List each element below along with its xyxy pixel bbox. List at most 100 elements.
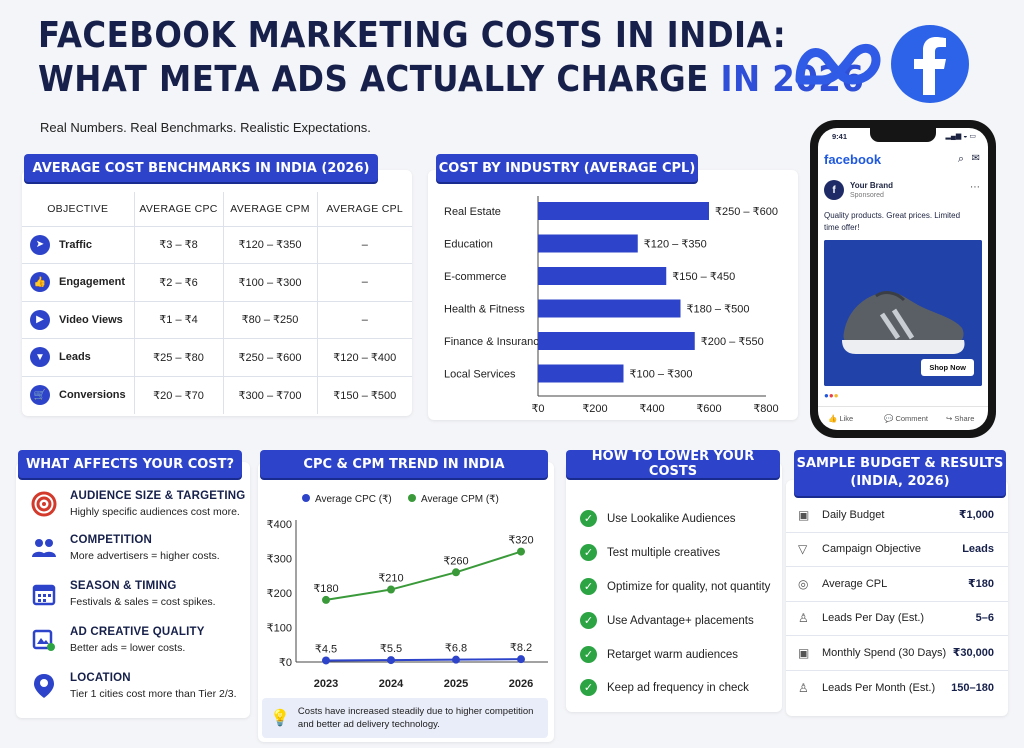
shop-now-button[interactable]: Shop Now [921,359,974,376]
data-label: ₹320 [508,535,533,547]
trend-note-box: 💡 Costs have increased steadily due to h… [262,698,548,738]
trend-title: CPC & CPM TREND IN INDIA [260,450,548,478]
column-header: AVERAGE CPL [317,192,412,227]
objective-cell: 🛒 Conversions [22,376,135,414]
cpc-cell: ₹2 – ₹6 [134,263,224,302]
share-button[interactable]: ↪ Share [946,414,975,423]
industry-title: COST BY INDUSTRY (AVERAGE CPL) [436,154,698,182]
search-icon[interactable]: ⌕ [957,153,964,165]
data-label: ₹210 [378,573,403,585]
affects-title: WHAT AFFECTS YOUR COST? [18,450,242,478]
like-button[interactable]: 👍 Like [828,414,854,423]
cpm-cell: ₹120 – ₹350 [223,226,318,264]
affect-text: Highly specific audiences cost more. [70,506,240,518]
affect-item: AD CREATIVE QUALITY Better ads = lower co… [30,626,205,654]
budget-row: ◎ Average CPL ₹180 [786,567,1008,602]
cpl-cell: – [317,263,412,302]
wallet-icon: ▣ [798,507,810,522]
page-title: FACEBOOK MARKETING COSTS IN INDIA: WHAT … [38,14,864,102]
brand-avatar[interactable]: f [824,180,844,200]
bar [538,267,667,285]
budget-card: ▣ Daily Budget ₹1,000 ▽ Campaign Objective L… [786,480,1008,716]
benchmarks-table: OBJECTIVE AVERAGE CPC AVERAGE CPM AVERAG… [22,192,412,414]
y-tick-label: ₹100 [267,623,292,635]
category-label: Education [444,239,493,251]
cart-icon: 🛒 [30,385,50,405]
benchmarks-title: AVERAGE COST BENCHMARKS IN INDIA (2026) [24,154,378,182]
funnel-icon: ▽ [798,542,808,557]
objective-cell: ➤ Traffic [22,226,135,264]
affect-item: SEASON & TIMING Festivals & sales = cost … [30,580,216,608]
x-tick-label: 2023 [314,678,338,690]
bar [538,234,638,253]
legend-marker [302,494,310,502]
data-point [322,595,330,604]
phone-screen: 9:41 ▂▄▆ ◒ ▭ facebook ⌕ ✉ f Your Brand S… [818,128,988,430]
budget-title: SAMPLE BUDGET & RESULTS (INDIA, 2026) [794,450,1006,496]
objective-cell: ▶ Video Views [22,301,135,339]
tip-item: ✓ Test multiple creatives [580,544,720,561]
y-tick-label: ₹200 [267,588,292,600]
data-point [452,655,460,664]
check-icon: ✓ [580,612,597,629]
objective-cell: 👍 Engagement [22,263,135,302]
lightbulb-icon: 💡 [270,710,290,727]
data-point [387,656,395,665]
cpm-cell: ₹80 – ₹250 [223,301,318,339]
cpc-cell: ₹20 – ₹70 [134,376,224,414]
affect-heading: LOCATION [70,672,131,684]
meta-logo-icon [795,43,881,85]
x-tick-label: ₹200 [582,403,607,415]
title-line-2: WHAT META ADS ACTUALLY CHARGE IN 2026 [38,59,865,100]
y-tick-label: ₹400 [267,519,292,531]
affect-text: Better ads = lower costs. [70,642,186,654]
category-label: Health & Fitness [444,304,525,316]
data-point [517,547,525,556]
budget-row: ♙ Leads Per Month (Est.) 150–180 [798,680,994,695]
category-label: E-commerce [444,271,506,283]
tips-card: ✓ Use Lookalike Audiences ✓ Test multiple … [566,462,782,712]
creative-icon [30,626,58,654]
cpm-cell: ₹300 – ₹700 [223,376,318,414]
play-icon: ▶ [30,309,50,330]
legend-marker [408,494,416,502]
divider [818,406,988,407]
facebook-logo-icon [891,25,969,103]
cpl-cell: – [317,226,412,264]
messenger-icon[interactable]: ✉ [971,153,980,164]
funnel-icon: ▼ [30,347,50,368]
tip-item: ✓ Optimize for quality, not quantity [580,578,770,595]
trend-chart: Average CPC (₹) Average CPM (₹) ₹0 ₹100 ₹200… [267,494,548,690]
ad-image[interactable]: Shop Now [824,240,982,386]
budget-row: ▣ Monthly Spend (30 Days) ₹30,000 [786,636,1008,671]
brand-name[interactable]: Your Brand [850,181,893,190]
data-label: ₹5.5 [380,643,402,655]
cpc-cell: ₹25 – ₹80 [134,338,224,377]
category-label: Real Estate [444,206,501,218]
legend-label: Average CPC (₹) [315,494,392,505]
bar [538,299,681,318]
series-line [325,550,522,601]
trend-note: Costs have increased steadily due to hig… [297,706,534,730]
affect-item: AUDIENCE SIZE & TARGETING Highly specific… [30,490,245,518]
x-tick-label: 2024 [379,678,404,690]
table-row: ▼ Leads ₹25 – ₹80 ₹250 – ₹600 ₹120 – ₹400 [22,338,412,377]
data-point [387,585,395,594]
status-time: 9:41 [832,132,848,141]
tip-item: ✓ Use Lookalike Audiences [580,510,736,527]
industry-card: Real Estate ₹250 – ₹600 Education ₹120 – ₹3… [428,170,798,420]
data-label: ₹100 – ₹300 [630,369,693,381]
calendar-icon [30,580,58,608]
data-point [517,655,525,664]
title-line-1: FACEBOOK MARKETING COSTS IN INDIA: [38,15,787,56]
comment-button[interactable]: 💬 Comment [884,414,928,423]
affect-heading: AUDIENCE SIZE & TARGETING [70,490,246,502]
more-options-icon[interactable]: ⋯ [970,182,980,193]
column-header: OBJECTIVE [22,192,135,227]
bar [538,202,709,220]
bar [538,364,624,383]
location-pin-icon [30,672,58,700]
reaction-icons: ●●● [824,391,839,400]
x-tick-label: ₹0 [531,403,544,415]
column-header: AVERAGE CPC [134,192,224,227]
